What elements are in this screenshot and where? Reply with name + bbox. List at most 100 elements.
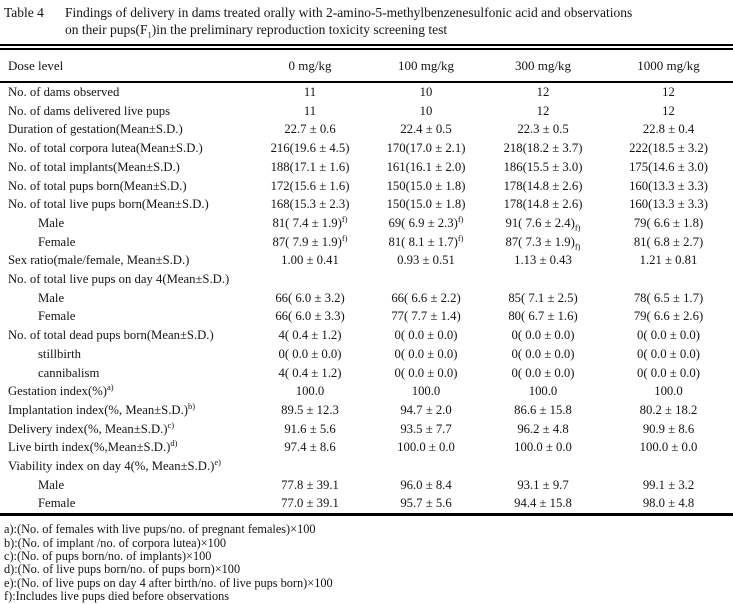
value-cell: 85( 7.1 ± 2.5)	[508, 290, 578, 305]
value-cell: 168(15.3 ± 2.3)	[270, 197, 350, 212]
value-cell: 188(17.1 ± 1.6)	[270, 159, 350, 174]
table-row: Sex ratio(male/female, Mean±S.D.) 1.00 ± …	[0, 251, 733, 270]
row-label: No. of total implants(Mean±S.D.)	[8, 159, 180, 174]
header-row: Dose level 0 mg/kg 100 mg/kg 300 mg/kg 1000 …	[0, 50, 733, 83]
table-row: Live birth index(%,Mean±S.D.)d) 97.4 ± 8.…	[0, 438, 733, 457]
value-cell: 98.0 ± 4.8	[642, 496, 695, 511]
value-cell: 1.13 ± 0.43	[514, 253, 572, 268]
value-cell	[370, 457, 482, 476]
value-cell: 93.5 ± 7.7	[400, 421, 452, 436]
value-cell: 79( 6.6 ± 2.6)	[633, 309, 704, 324]
row-label: Male	[38, 290, 65, 305]
row-label: cannibalism	[38, 365, 100, 380]
table-row: No. of total pups born(Mean±S.D.) 172(15.…	[0, 177, 733, 196]
value-cell	[250, 457, 370, 476]
table-row: Implantation index(%, Mean±S.D.)b) 89.5 ±…	[0, 401, 733, 420]
row-label: No. of total live pups on day 4(Mean±S.D…	[8, 272, 230, 287]
value-cell: 12	[662, 85, 675, 99]
value-cell: 0( 0.0 ± 0.0)	[511, 328, 575, 343]
caption-line1: Findings of delivery in dams treated ora…	[65, 5, 633, 20]
value-cell: 22.7 ± 0.6	[284, 122, 336, 137]
value-cell: 91.6 ± 5.6	[284, 421, 336, 436]
row-label: No. of total live pups born(Mean±S.D.)	[8, 197, 209, 212]
value-cell: 12	[662, 103, 675, 118]
table-row: Male 81( 7.4 ± 1.9)f) 69( 6.9 ± 2.3)f) 91( …	[0, 214, 733, 233]
value-cell: 175(14.6 ± 3.0)	[629, 159, 708, 174]
row-label: No. of dams observed	[8, 85, 120, 99]
row-label: No. of dams delivered live pups	[8, 103, 171, 118]
value-cell: 172(15.6 ± 1.6)	[270, 178, 350, 193]
row-label: Male	[38, 215, 65, 230]
value-cell: 79( 6.6 ± 1.8)	[633, 215, 704, 230]
table-number: Table 4	[4, 5, 44, 20]
table-row: stillbirth 0( 0.0 ± 0.0) 0( 0.0 ± 0.0) 0( 0…	[0, 345, 733, 364]
value-cell: 0.93 ± 0.51	[397, 253, 455, 268]
caption-text: Findings of delivery in dams treated ora…	[65, 5, 727, 38]
value-cell: 0( 0.0 ± 0.0)	[394, 365, 458, 380]
value-cell: 86.6 ± 15.8	[514, 402, 572, 417]
row-label: Gestation index(%)a)	[8, 382, 114, 399]
table-row: Female 66( 6.0 ± 3.3) 77( 7.7 ± 1.4) 80( 6.…	[0, 307, 733, 326]
table-row: No. of dams delivered live pups 11 10 12 12	[0, 102, 733, 121]
table-row: cannibalism 4( 0.4 ± 1.2) 0( 0.0 ± 0.0) 0( …	[0, 364, 733, 383]
value-cell: 100.0 ± 0.0	[639, 440, 698, 455]
value-cell: 10	[419, 85, 433, 99]
value-cell: 1.00 ± 0.41	[281, 253, 339, 268]
table-row: No. of total corpora lutea(Mean±S.D.) 216…	[0, 139, 733, 158]
row-label: No. of total corpora lutea(Mean±S.D.)	[8, 141, 203, 156]
value-cell: 22.4 ± 0.5	[400, 122, 452, 137]
value-cell: 186(15.5 ± 3.0)	[503, 159, 583, 174]
value-cell: 100.0 ± 0.0	[397, 440, 455, 455]
footnote-line: b):(No. of implant /no. of corpora lutea…	[4, 535, 227, 550]
value-cell: 161(16.1 ± 2.0)	[386, 159, 466, 174]
value-cell: 160(13.3 ± 3.3)	[629, 197, 708, 212]
value-cell: 11	[303, 103, 317, 118]
value-cell: 81( 6.8 ± 2.7)	[633, 234, 704, 249]
footnote-line: c):(No. of pups born/no. of implants)×10…	[4, 548, 212, 563]
value-cell: 66( 6.6 ± 2.2)	[391, 290, 461, 305]
dose-column-header: 1000 mg/kg	[604, 50, 733, 83]
value-cell: 12	[536, 103, 550, 118]
value-cell: 66( 6.0 ± 3.2)	[275, 290, 345, 305]
value-cell: 93.1 ± 9.7	[517, 477, 569, 492]
value-cell: 96.2 ± 4.8	[517, 421, 569, 436]
top-double-rule	[0, 44, 733, 50]
value-cell: 95.7 ± 5.6	[400, 496, 452, 511]
footnote-line: d):(No. of live pups born/no. of pups bo…	[4, 562, 241, 577]
value-cell: 77.0 ± 39.1	[281, 496, 339, 511]
value-cell: 77.8 ± 39.1	[281, 477, 339, 492]
value-cell: 89.5 ± 12.3	[281, 402, 339, 417]
value-cell: 0( 0.0 ± 0.0)	[511, 365, 575, 380]
dose-column-header: 0 mg/kg	[250, 50, 370, 83]
row-label: Delivery index(%, Mean±S.D.)c)	[8, 419, 175, 436]
value-cell: 0( 0.0 ± 0.0)	[394, 328, 458, 343]
value-cell: 22.8 ± 0.4	[642, 122, 695, 137]
value-cell: 10	[419, 103, 433, 118]
value-cell: 77( 7.7 ± 1.4)	[391, 309, 461, 324]
value-cell	[250, 270, 370, 289]
table-row: No. of total dead pups born(Mean±S.D.) 4(…	[0, 326, 733, 345]
value-cell: 81( 7.4 ± 1.9)f)	[272, 213, 348, 230]
value-cell: 81( 8.1 ± 1.7)f)	[388, 232, 464, 249]
table-caption: Table 4 Findings of delivery in dams tre…	[0, 0, 733, 38]
value-cell: 90.9 ± 8.6	[642, 421, 695, 436]
value-cell: 91( 7.6 ± 2.4)f)	[505, 215, 581, 233]
value-cell: 0( 0.0 ± 0.0)	[511, 346, 575, 361]
footnote-line: e):(No. of live pups on day 4 after birt…	[4, 575, 333, 590]
value-cell: 22.3 ± 0.5	[517, 122, 569, 137]
value-cell: 0( 0.0 ± 0.0)	[394, 346, 458, 361]
value-cell: 216(19.6 ± 4.5)	[270, 141, 350, 156]
value-cell: 99.1 ± 3.2	[642, 477, 695, 492]
value-cell: 80.2 ± 18.2	[639, 402, 698, 417]
value-cell: 94.4 ± 15.8	[514, 496, 572, 511]
table-row: No. of total live pups born(Mean±S.D.) 16…	[0, 195, 733, 214]
value-cell: 94.7 ± 2.0	[400, 402, 452, 417]
table-row: Female 87( 7.9 ± 1.9)f) 81( 8.1 ± 1.7)f) 87…	[0, 233, 733, 252]
table-row: Duration of gestation(Mean±S.D.) 22.7 ± 0…	[0, 120, 733, 139]
value-cell: 97.4 ± 8.6	[284, 440, 336, 455]
value-cell: 100.0	[654, 384, 683, 399]
value-cell: 78( 6.5 ± 1.7)	[633, 290, 704, 305]
row-label: Live birth index(%,Mean±S.D.)d)	[8, 438, 178, 455]
footnotes: a):(No. of females with live pups/no. of…	[0, 516, 733, 603]
